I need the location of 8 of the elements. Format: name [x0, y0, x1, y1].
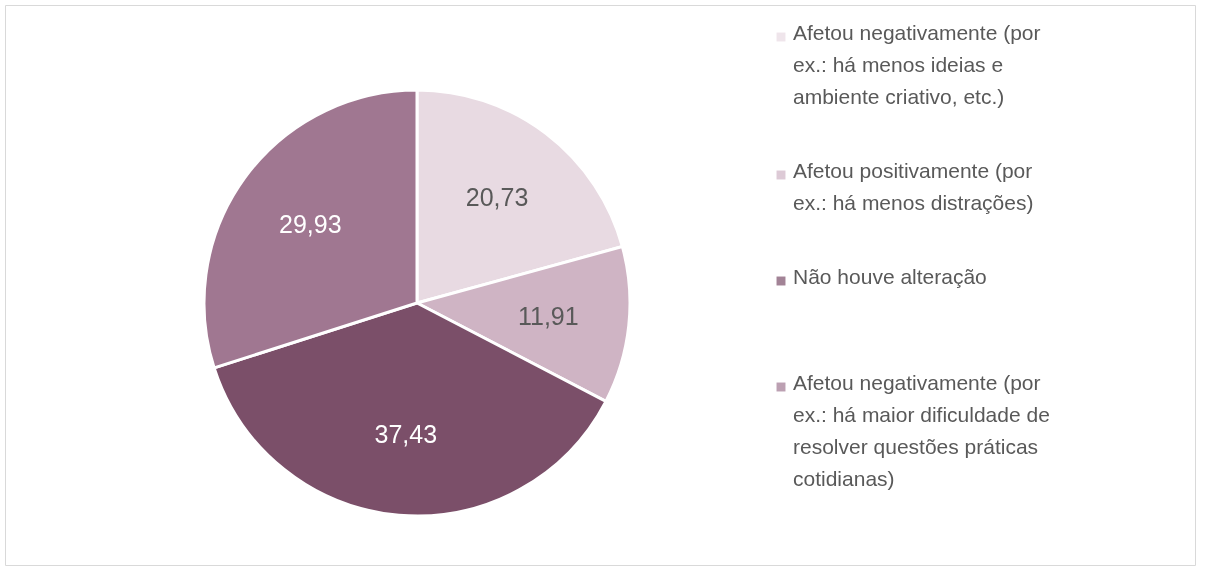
data-label: 11,91 — [517, 301, 579, 330]
legend-label: Afetou negativamente (por ex.: há maior dificuldade de resolver questões práticas cotidianas) — [793, 371, 1050, 490]
legend-label: Afetou negativamente (por ex.: há menos ideias e ambiente criativo, etc.) — [793, 21, 1041, 108]
data-label: 29,93 — [279, 210, 342, 239]
data-label: 20,73 — [465, 182, 529, 211]
legend-label: Afetou positivamente (por ex.: há menos distrações) — [793, 159, 1034, 214]
legend-label: Não houve alteração — [793, 265, 987, 288]
data-label: 37,43 — [374, 419, 438, 448]
